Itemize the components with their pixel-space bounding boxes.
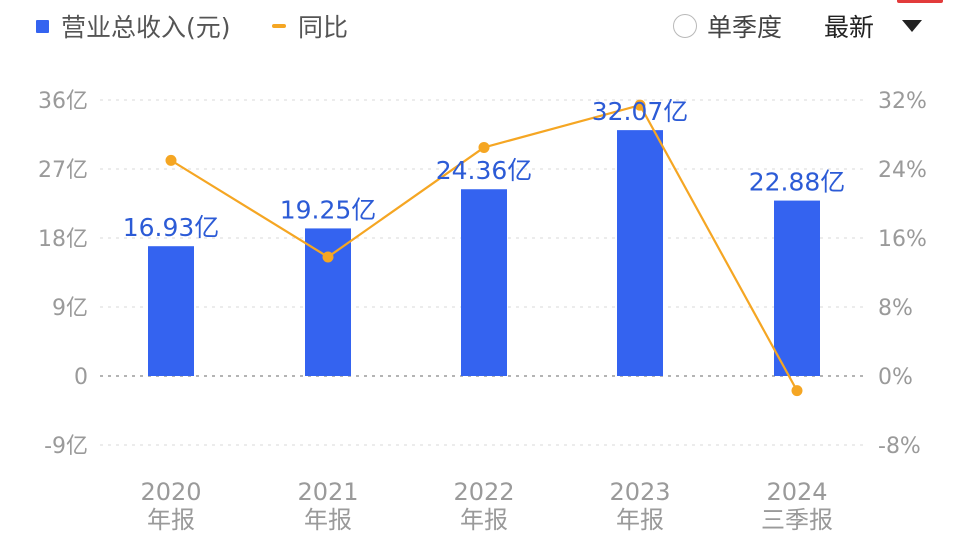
latest-dropdown[interactable]: 最新 (824, 8, 923, 44)
legend-yoy[interactable]: 同比 (272, 8, 348, 44)
legend-revenue-label: 营业总收入(元) (61, 13, 231, 42)
single-quarter-label: 单季度 (707, 13, 783, 42)
category-year-label: 2024 (766, 478, 827, 506)
yoy-point (634, 99, 646, 111)
yoy-point (322, 251, 334, 263)
category-year-label: 2022 (453, 478, 514, 506)
right-tick-label: 24% (878, 158, 927, 183)
bar-value-label: 19.25亿 (280, 195, 377, 224)
left-tick-label: 9亿 (52, 296, 88, 321)
revenue-bar (305, 228, 351, 376)
single-quarter-toggle[interactable]: 单季度 (673, 8, 782, 44)
category-period-label: 年报 (147, 506, 195, 534)
yoy-point (478, 141, 490, 153)
category-year-label: 2021 (297, 478, 358, 506)
right-tick-label: 8% (878, 296, 913, 321)
latest-label: 最新 (824, 13, 875, 42)
category-year-label: 2020 (140, 478, 201, 506)
legend-yoy-label: 同比 (298, 13, 349, 42)
left-tick-label: 36亿 (38, 89, 88, 114)
right-tick-label: 0% (878, 365, 913, 390)
bar-value-label: 16.93亿 (123, 213, 220, 242)
caret-down-icon (902, 20, 923, 32)
red-tab-indicator (897, 0, 943, 3)
bar-value-label: 32.07亿 (592, 97, 689, 126)
right-tick-label: 16% (878, 227, 927, 252)
orange-dash-icon (272, 24, 286, 28)
chart-header: 营业总收入(元) 同比 单季度 最新 (0, 0, 960, 52)
category-period-label: 三季报 (761, 506, 833, 534)
left-tick-label: 27亿 (38, 158, 88, 183)
left-tick-label: 18亿 (38, 227, 88, 252)
yoy-point (791, 385, 803, 397)
right-tick-label: 32% (878, 89, 927, 114)
category-period-label: 年报 (304, 506, 352, 534)
category-period-label: 年报 (616, 506, 664, 534)
category-year-label: 2023 (609, 478, 670, 506)
revenue-bar (461, 189, 507, 376)
revenue-bar (148, 246, 194, 376)
radio-icon[interactable] (673, 14, 697, 38)
bar-value-label: 24.36亿 (436, 156, 533, 185)
revenue-bar (617, 130, 663, 376)
left-tick-label: 0 (74, 365, 88, 390)
revenue-bar (774, 200, 820, 376)
legend-revenue[interactable]: 营业总收入(元) (36, 8, 231, 44)
right-tick-label: -8% (878, 434, 921, 459)
blue-square-icon (36, 19, 49, 33)
yoy-point (165, 154, 177, 166)
category-period-label: 年报 (460, 506, 508, 534)
left-tick-label: -9亿 (44, 434, 88, 459)
bar-value-label: 22.88亿 (749, 168, 846, 197)
